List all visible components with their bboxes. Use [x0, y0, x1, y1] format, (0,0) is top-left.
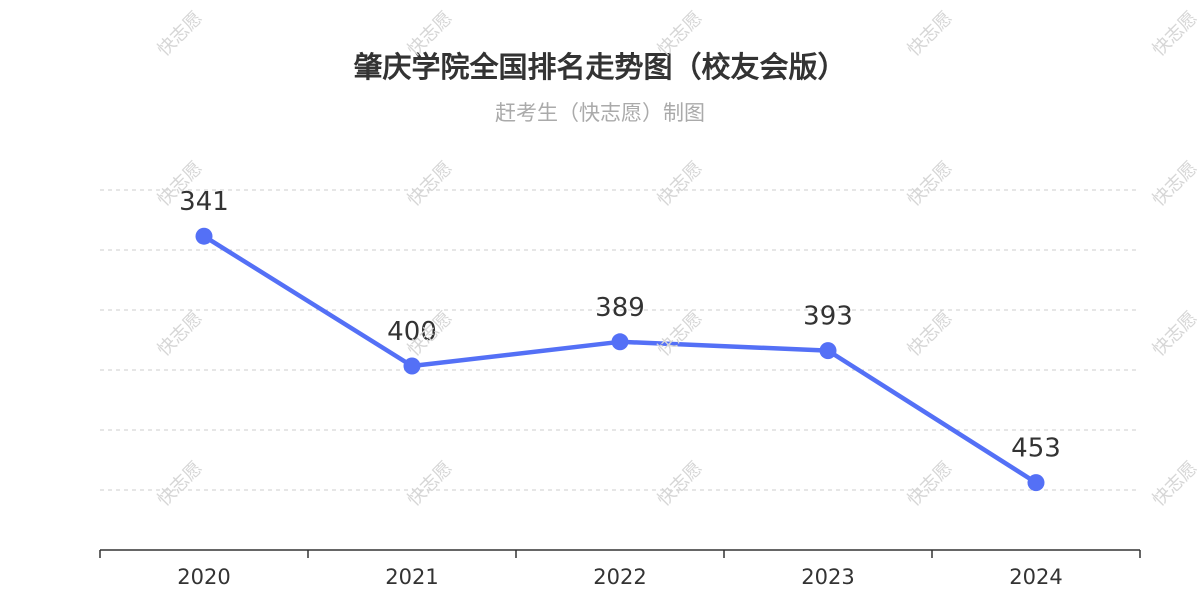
data-label: 341 — [179, 187, 229, 217]
chart-subtitle: 赶考生（快志愿）制图 — [495, 101, 705, 125]
x-tick-label: 2021 — [385, 565, 438, 589]
x-tick-label: 2022 — [593, 565, 646, 589]
data-labels: 341 400 389 393 453 — [179, 187, 1061, 463]
grid-lines — [100, 189, 1140, 491]
data-label: 453 — [1011, 434, 1061, 464]
data-point — [403, 357, 421, 375]
data-points — [195, 227, 1045, 492]
data-point — [195, 227, 213, 245]
data-point — [1027, 474, 1045, 492]
data-label: 393 — [803, 302, 853, 332]
chart-title: 肇庆学院全国排名走势图（校友会版） — [353, 50, 847, 84]
x-axis: 2020 2021 2022 2023 2024 — [99, 549, 1141, 589]
data-label: 389 — [595, 293, 645, 323]
data-label: 400 — [387, 317, 437, 347]
series-line — [201, 233, 1039, 485]
data-point — [611, 333, 629, 351]
x-tick-label: 2024 — [1009, 565, 1062, 589]
data-point — [819, 342, 837, 360]
x-tick-label: 2023 — [801, 565, 854, 589]
x-tick-label: 2020 — [177, 565, 230, 589]
series-line-layer — [201, 233, 1039, 485]
